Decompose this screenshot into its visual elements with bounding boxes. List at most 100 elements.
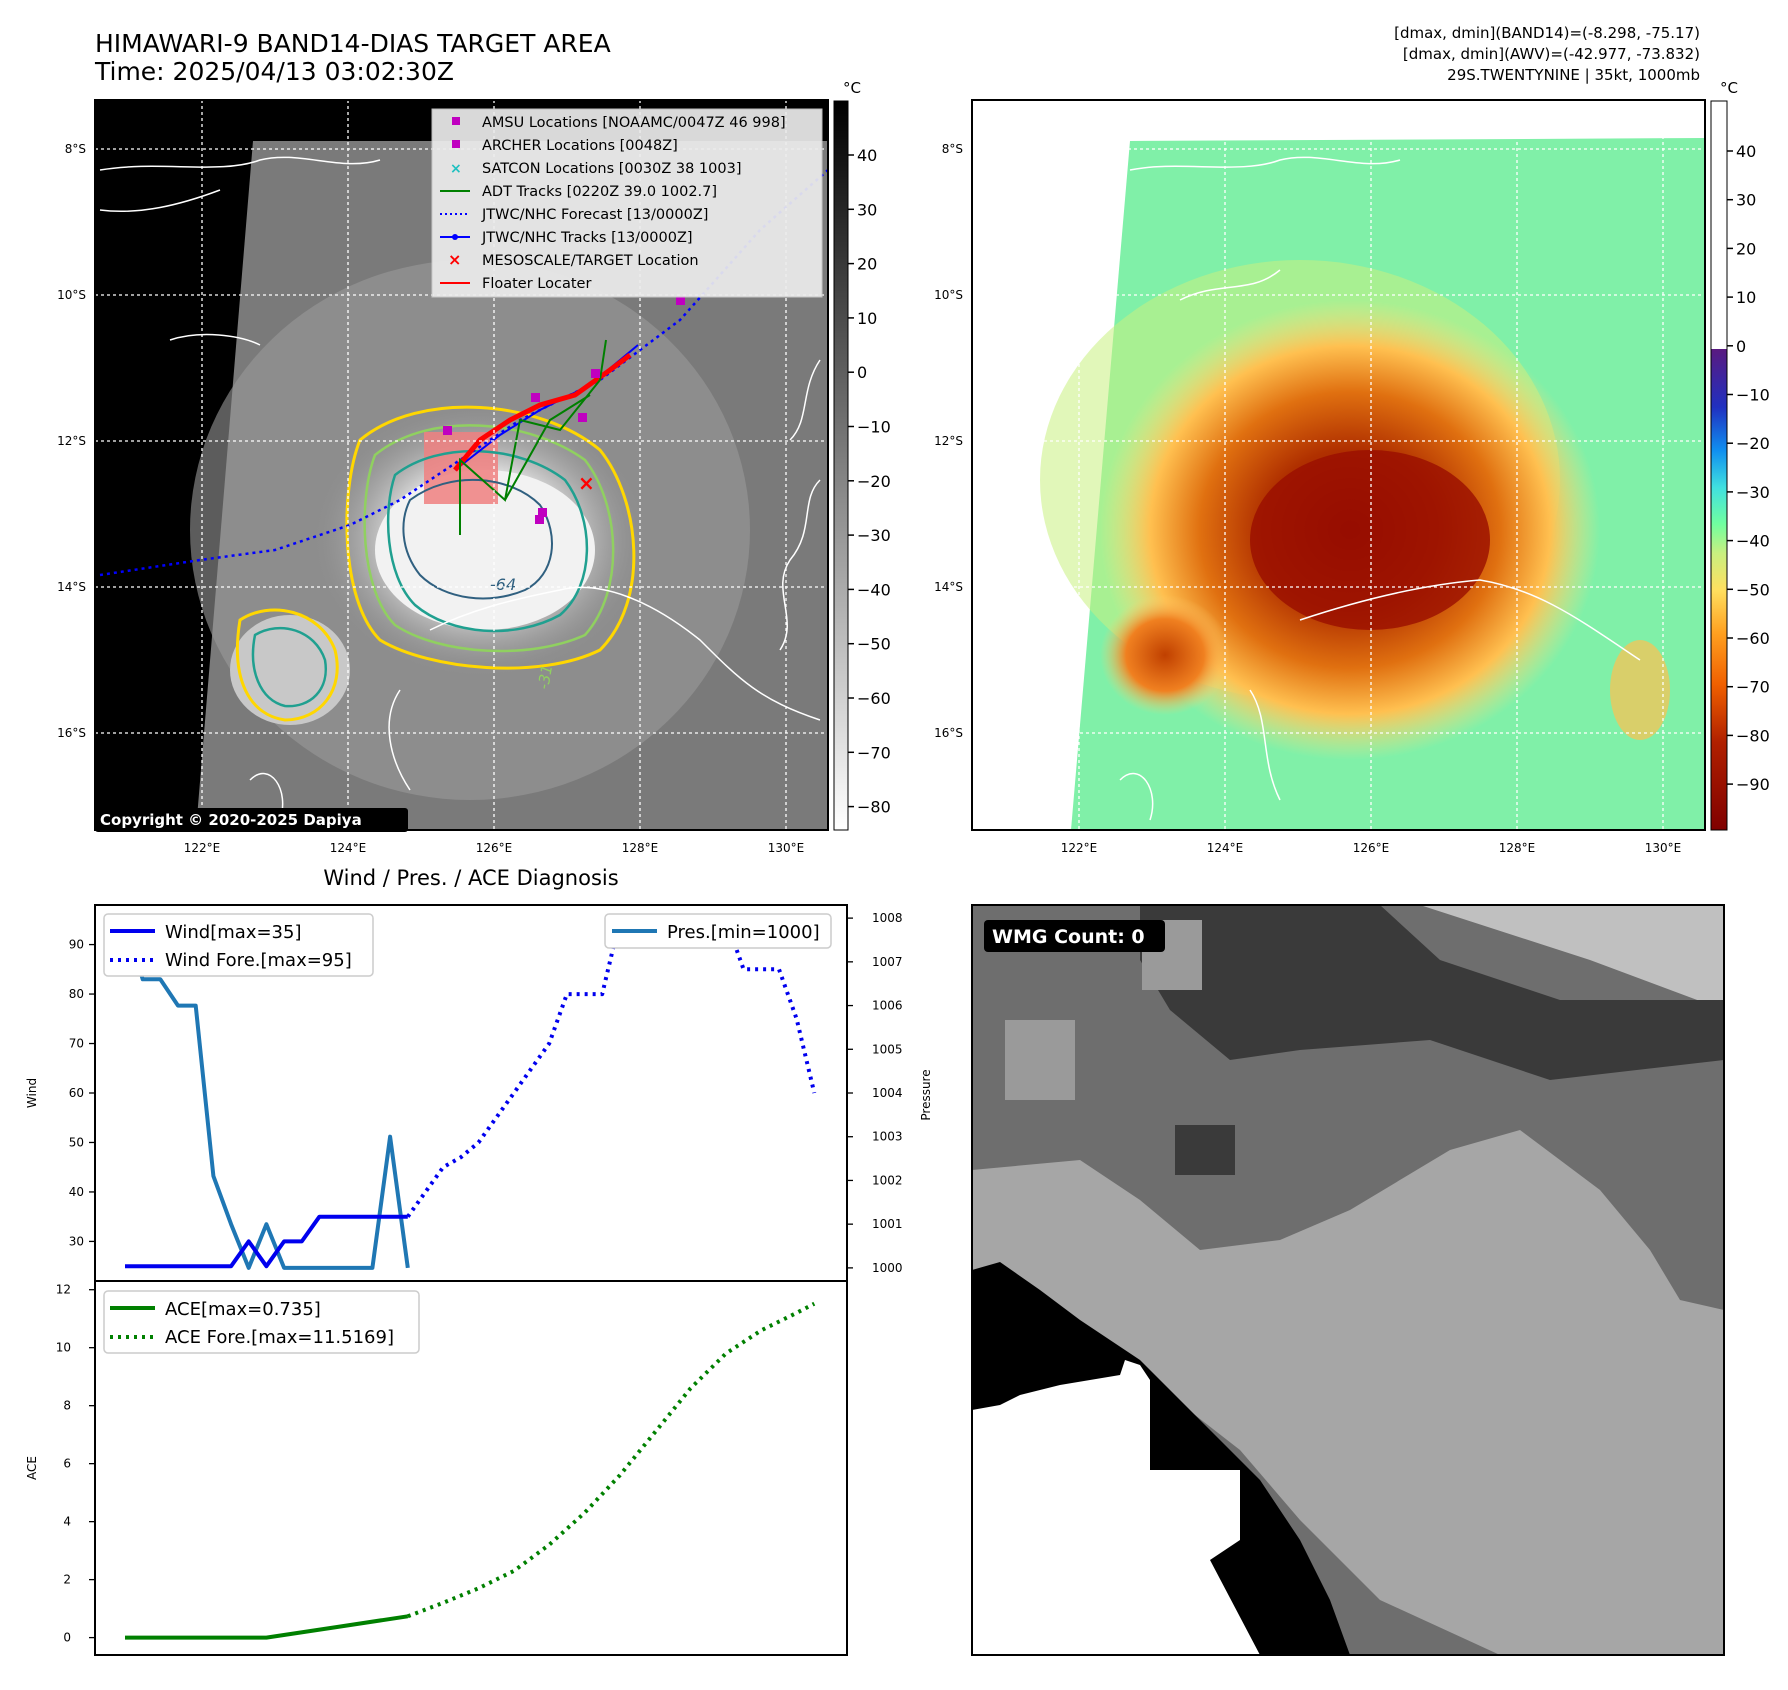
pressure-axis-label: Pressure (919, 1069, 933, 1120)
figure-time: Time: 2025/04/13 03:02:30Z (94, 57, 454, 86)
colorbar-tick-label: 30 (857, 200, 877, 219)
colorbar-tick-label: 30 (1736, 191, 1756, 210)
legend-amsu: AMSU Locations [NOAAMC/0047Z 46 998] (482, 115, 786, 131)
wind-series-line (125, 1214, 408, 1269)
colorbar-tick-label: −10 (857, 418, 891, 437)
pressure-series-line (123, 917, 410, 1270)
colorbar-tick-label: −70 (857, 743, 891, 762)
colorbar-tick-label: −70 (1736, 678, 1770, 697)
colorbar-tick-label: −50 (857, 635, 891, 654)
ace-tick-label: 2 (63, 1573, 71, 1587)
wmg-panel: WMG Count: 0 (971, 904, 1725, 1656)
colorbar-tick-label: 20 (857, 255, 877, 274)
ace-axis-label: ACE (25, 1456, 39, 1480)
wind-axis-label: Wind (25, 1078, 39, 1108)
colorbar-color: °C 40 30 20 10 0 −10 −20 −30 −40 −50 −60 −70 −80 −90 (1710, 79, 1770, 831)
pressure-tick-label: 1002 (872, 1173, 903, 1187)
ace-tick-label: 10 (56, 1341, 71, 1355)
colorbar-tick-label: −60 (857, 689, 891, 708)
legend-satcon: SATCON Locations [0030Z 38 1003] (482, 161, 741, 177)
colorbar-tick-label: 40 (857, 146, 877, 165)
pressure-tick-label: 1004 (872, 1086, 903, 1100)
wind-tick-label: 40 (69, 1185, 84, 1199)
storm-info-text: 29S.TWENTYNINE | 35kt, 1000mb (1447, 66, 1700, 84)
pressure-tick-label: 1001 (872, 1217, 903, 1231)
map1-lon-122: 122°E (184, 841, 221, 855)
pressure-tick-label: 1003 (872, 1130, 903, 1144)
dmax-band14-text: [dmax, dmin](BAND14)=(-8.298, -75.17) (1394, 24, 1700, 42)
map1-lon-124: 124°E (330, 841, 367, 855)
legend-jtwc-tracks: JTWC/NHC Tracks [13/0000Z] (481, 230, 693, 246)
pressure-tick-label: 1005 (872, 1042, 903, 1056)
legend-ace-fore: ACE Fore.[max=11.5169] (165, 1327, 394, 1348)
map2-lon-130: 130°E (1645, 841, 1682, 855)
ace-forecast-series-line (407, 1301, 816, 1619)
diagnosis-panel: Wind / Pres. / ACE Diagnosis Wind Pressu… (25, 866, 933, 1656)
copyright-text: Copyright © 2020-2025 Dapiya (100, 811, 362, 829)
pressure-tick-label: 1008 (872, 911, 903, 925)
map2-lat-14: 14°S (934, 580, 963, 594)
map2-lat-10: 10°S (934, 288, 963, 302)
colorbar-tick-label: −50 (1736, 580, 1770, 599)
map1-lat-8: 8°S (65, 142, 86, 156)
ir-map-panel: -64 -31 × (57, 99, 829, 855)
wind-tick-label: 60 (69, 1086, 84, 1100)
colorbar-tick-label: 20 (1736, 239, 1756, 258)
wind-legend: Wind[max=35] Wind Fore.[max=95] (103, 913, 374, 977)
colorbar-tick-label: 40 (1736, 142, 1756, 161)
legend-wind-fore: Wind Fore.[max=95] (165, 950, 352, 971)
legend-adt: ADT Tracks [0220Z 39.0 1002.7] (482, 184, 717, 200)
svg-text:×: × (448, 250, 461, 269)
map1-lat-14: 14°S (57, 580, 86, 594)
map2-lon-122: 122°E (1061, 841, 1098, 855)
legend-ace: ACE[max=0.735] (165, 1299, 321, 1320)
colorbar-tick-label: −40 (857, 580, 891, 599)
map1-lon-128: 128°E (622, 841, 659, 855)
colorbar-tick-label: −30 (1736, 483, 1770, 502)
legend-floater: Floater Locater (482, 276, 591, 292)
pressure-tick-label: 1007 (872, 955, 903, 969)
colorbar-gray: °C 40 30 20 10 0 −10 −20 −30 −40 −50 −60 −70 −80 (833, 79, 891, 831)
ace-tick-label: 4 (63, 1515, 71, 1529)
ace-tick-label: 8 (63, 1399, 71, 1413)
map2-lon-124: 124°E (1207, 841, 1244, 855)
colorbar-tick-label: 10 (857, 309, 877, 328)
colorbar-tick-label: −10 (1736, 386, 1770, 405)
colorbar-tick-label: −60 (1736, 629, 1770, 648)
floater-track (453, 353, 632, 472)
figure-title: HIMAWARI-9 BAND14-DIAS TARGET AREA (95, 29, 611, 58)
ace-tick-label: 6 (63, 1457, 71, 1471)
colorbar-color-unit: °C (1720, 79, 1738, 97)
contour-label-31: -31 (534, 663, 556, 690)
colorbar-tick-label: −20 (857, 472, 891, 491)
colorbar-tick-label: −80 (857, 798, 891, 817)
legend-pressure: Pres.[min=1000] (667, 922, 820, 943)
map2-lon-126: 126°E (1353, 841, 1390, 855)
wind-tick-label: 70 (69, 1037, 84, 1051)
colorbar-gray-unit: °C (843, 79, 861, 97)
wind-tick-label: 90 (69, 938, 84, 952)
wind-tick-label: 30 (69, 1234, 84, 1248)
colorbar-tick-label: 0 (857, 363, 867, 382)
colorbar-tick-label: 10 (1736, 288, 1756, 307)
adt-track (459, 339, 607, 535)
map2-lon-128: 128°E (1499, 841, 1536, 855)
map1-lat-16: 16°S (57, 726, 86, 740)
colorbar-tick-label: 0 (1736, 337, 1746, 356)
pressure-legend: Pres.[min=1000] (604, 913, 832, 949)
wind-tick-label: 50 (69, 1135, 84, 1149)
map2-lat-16: 16°S (934, 726, 963, 740)
map1-lat-10: 10°S (57, 288, 86, 302)
wmg-count-label: WMG Count: 0 (992, 926, 1145, 948)
svg-text:×: × (578, 471, 595, 495)
map2-lat-8: 8°S (942, 142, 963, 156)
ace-series-line (125, 1614, 409, 1640)
legend-mesoscale: MESOSCALE/TARGET Location (482, 253, 699, 269)
colorbar-tick-label: −80 (1736, 726, 1770, 745)
legend-wind: Wind[max=35] (165, 922, 302, 943)
diagnosis-title: Wind / Pres. / ACE Diagnosis (323, 866, 618, 890)
awv-map-panel: 8°S 10°S 12°S 14°S 16°S 122°E 124°E 126°… (934, 99, 1706, 855)
colorbar-tick-label: −20 (1736, 434, 1770, 453)
ace-legend: ACE[max=0.735] ACE Fore.[max=11.5169] (103, 1290, 420, 1354)
